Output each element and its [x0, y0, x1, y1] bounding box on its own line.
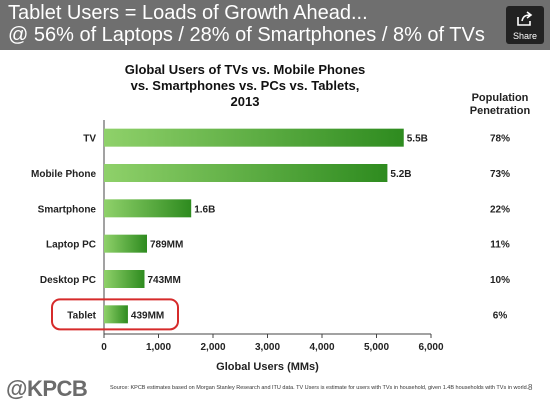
category-label-laptop-pc: Laptop PC: [46, 240, 96, 251]
slide-header: Tablet Users = Loads of Growth Ahead... …: [0, 0, 550, 50]
value-label-tv: 5.5B: [407, 134, 428, 145]
source-note: Source: KPCB estimates based on Morgan S…: [110, 385, 529, 391]
bar-smartphone: [104, 199, 192, 218]
headline-line-2: @ 56% of Laptops / 28% of Smartphones / …: [8, 24, 485, 46]
penetration-value-laptop-pc: 11%: [490, 240, 510, 251]
bar-mobile-phone: [104, 164, 388, 182]
bar-tv: [104, 128, 404, 147]
value-label-smartphone: 1.6B: [194, 204, 215, 215]
kpcb-logo: @KPCB: [6, 376, 88, 401]
penetration-value-tv: 78%: [490, 134, 510, 145]
penetration-value-smartphone: 22%: [490, 204, 510, 215]
share-label: Share: [512, 31, 538, 41]
penetration-value-desktop-pc: 10%: [490, 275, 510, 286]
share-button[interactable]: Share: [506, 6, 544, 44]
category-label-mobile-phone: Mobile Phone: [31, 169, 96, 180]
value-label-desktop-pc: 743MM: [147, 275, 180, 286]
share-icon: [517, 11, 533, 26]
value-label-laptop-pc: 789MM: [150, 240, 183, 251]
penetration-column-title: Population Penetration: [469, 92, 531, 117]
bar-desktop-pc: [104, 270, 145, 288]
bar-laptop-pc: [104, 234, 148, 253]
page-number: 8: [528, 383, 533, 392]
category-label-desktop-pc: Desktop PC: [40, 275, 96, 286]
x-tick-label: 0: [101, 342, 107, 353]
x-tick-label: 1,000: [146, 342, 171, 353]
headline-line-1: Tablet Users = Loads of Growth Ahead...: [8, 2, 368, 24]
category-label-tablet: Tablet: [67, 310, 96, 321]
x-tick-label: 6,000: [418, 342, 443, 353]
highlight-box-tablet: [51, 298, 179, 331]
category-label-smartphone: Smartphone: [38, 204, 97, 215]
x-tick-label: 4,000: [309, 342, 334, 353]
x-tick-label: 3,000: [255, 342, 280, 353]
penetration-value-tablet: 6%: [493, 310, 508, 321]
value-label-mobile-phone: 5.2B: [390, 169, 411, 180]
x-tick-label: 5,000: [364, 342, 389, 353]
penetration-value-mobile-phone: 73%: [490, 169, 510, 180]
bar-tablet: [104, 305, 128, 324]
value-label-tablet: 439MM: [131, 310, 164, 321]
x-axis-title: Global Users (MMs): [216, 361, 319, 373]
x-tick-label: 2,000: [200, 342, 225, 353]
category-label-tv: TV: [83, 134, 96, 145]
chart-title: Global Users of TVs vs. Mobile Phones vs…: [124, 62, 366, 109]
